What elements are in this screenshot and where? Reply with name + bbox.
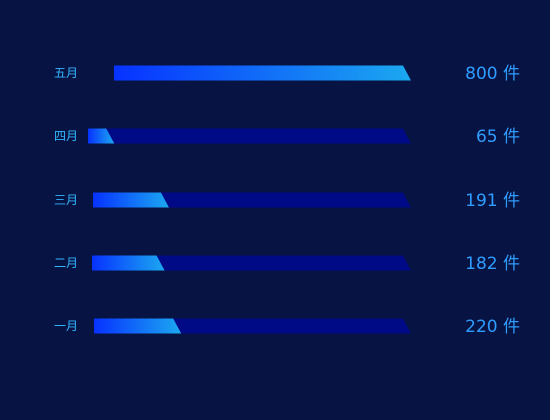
bar-track	[88, 128, 411, 144]
bar-fill	[93, 192, 169, 208]
value-label: 220 件	[465, 317, 520, 337]
bar-fill	[94, 318, 182, 334]
bar-track	[92, 255, 411, 271]
bar-track	[93, 192, 411, 208]
category-label: 五月	[54, 66, 78, 80]
category-label: 三月	[54, 193, 78, 207]
value-label: 65 件	[476, 127, 520, 147]
value-label: 191 件	[465, 191, 520, 211]
category-label: 四月	[54, 129, 78, 143]
bar-fill	[92, 255, 165, 271]
bar-fill	[88, 128, 115, 144]
bar-fill	[114, 65, 411, 81]
bar-fills-layer	[88, 65, 411, 334]
value-label: 182 件	[465, 254, 520, 274]
category-label: 一月	[54, 319, 78, 333]
category-label: 二月	[54, 256, 78, 270]
labels-layer: 五月 800 件四月 65 件三月 191 件二月 182 件一月 220 件	[54, 64, 520, 337]
value-label: 800 件	[465, 64, 520, 84]
